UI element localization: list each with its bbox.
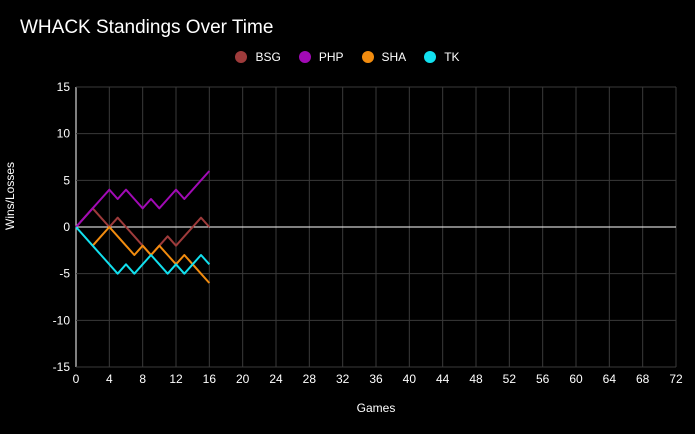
x-tick-label: 56	[536, 372, 550, 386]
y-tick-label: -10	[53, 313, 71, 327]
grid	[75, 86, 677, 368]
legend-label: PHP	[318, 50, 344, 64]
chart-title: WHACK Standings Over Time	[20, 17, 274, 38]
y-tick-label: -15	[53, 360, 71, 374]
x-tick-label: 72	[669, 372, 683, 386]
legend-label: SHA	[381, 50, 407, 64]
x-tick-label: 32	[336, 372, 350, 386]
y-axis-label: Wins/Losses	[3, 161, 17, 230]
legend-item-sha[interactable]: SHA	[361, 50, 407, 64]
x-tick-label: 52	[503, 372, 517, 386]
series-lines	[75, 170, 211, 284]
x-tick-label: 60	[569, 372, 583, 386]
x-tick-label: 68	[636, 372, 650, 386]
x-tick-label: 16	[203, 372, 217, 386]
x-tick-label: 44	[436, 372, 450, 386]
legend-label: TK	[444, 50, 460, 64]
y-tick-label: 10	[57, 127, 71, 141]
y-tick-label: 5	[63, 173, 70, 187]
x-tick-label: 48	[469, 372, 483, 386]
series-line-php	[75, 170, 211, 228]
x-tick-label: 24	[269, 372, 283, 386]
x-tick-label: 64	[603, 372, 617, 386]
legend-swatch	[235, 51, 248, 63]
legend: BSG PHP SHA TK	[0, 50, 695, 64]
legend-item-tk[interactable]: TK	[424, 50, 460, 64]
legend-swatch	[424, 51, 437, 63]
legend-swatch	[361, 51, 374, 63]
y-tick-label: -5	[59, 267, 70, 281]
legend-label: BSG	[255, 50, 281, 64]
x-tick-label: 12	[169, 372, 183, 386]
x-tick-label: 4	[106, 372, 113, 386]
series-line-tk	[75, 226, 211, 275]
x-tick-label: 28	[303, 372, 317, 386]
x-axis-label: Games	[356, 401, 396, 415]
x-tick-label: 8	[139, 372, 146, 386]
legend-item-bsg[interactable]: BSG	[235, 50, 281, 64]
x-tick-label: 20	[236, 372, 250, 386]
legend-item-php[interactable]: PHP	[298, 50, 344, 64]
x-tick-label: 36	[369, 372, 383, 386]
tick-labels: 0 4 8 12 16 20 24 28 32 36 40 44 48 52 56 60 64 68 7215105…	[53, 80, 683, 386]
y-tick-label: 0	[63, 220, 70, 234]
x-tick-label: 0	[73, 372, 80, 386]
legend-swatch	[298, 51, 311, 63]
x-tick-label: 40	[403, 372, 417, 386]
y-tick-label: 15	[57, 80, 71, 94]
